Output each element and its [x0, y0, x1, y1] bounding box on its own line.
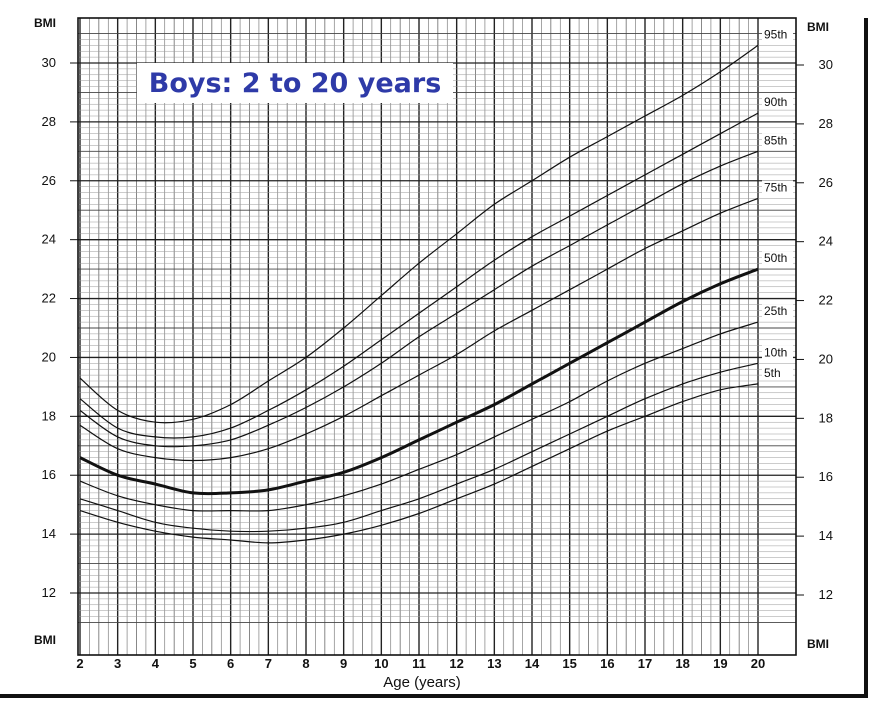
x-tick-label: 14 [525, 656, 540, 671]
y-tick-label-right: 14 [819, 528, 833, 543]
plot-border [77, 17, 797, 656]
y-tick-label-left: 18 [42, 408, 56, 423]
y-tick-label-right: 28 [819, 116, 833, 131]
series-label-5th: 5th [764, 366, 781, 380]
y-tick-label-right: 30 [819, 57, 833, 72]
x-tick-label: 6 [227, 656, 234, 671]
percentile-curves [79, 44, 759, 544]
frame-shadow-right [864, 18, 868, 698]
series-label-bg-85th [762, 133, 793, 148]
series-label-bg-5th [762, 365, 793, 380]
x-tick-label: 4 [152, 656, 160, 671]
series-line-90th [79, 112, 759, 439]
x-tick-label: 2 [76, 656, 83, 671]
grid [77, 17, 797, 656]
y-tick-label-left: 22 [42, 291, 56, 306]
series-label-bg-50th [762, 251, 793, 266]
y-tick-label-right: 16 [819, 469, 833, 484]
series-label-bg-95th [762, 27, 793, 42]
y-tick-label-right: 26 [819, 175, 833, 190]
chart-title: Boys: 2 to 20 years [137, 63, 453, 103]
x-tick-label: 15 [562, 656, 576, 671]
x-tick-label: 13 [487, 656, 501, 671]
x-tick-label: 18 [675, 656, 689, 671]
y-tick-label-right: 20 [819, 351, 833, 366]
x-tick-label: 12 [449, 656, 463, 671]
series-label-95th: 95th [764, 27, 787, 41]
y-axis-label-top-left: BMI [34, 16, 56, 30]
x-tick-label: 3 [114, 656, 121, 671]
x-tick-label: 9 [340, 656, 347, 671]
x-tick-label: 17 [638, 656, 652, 671]
y-tick-label-right: 18 [819, 410, 833, 425]
y-axis-label-top-right: BMI [807, 20, 829, 34]
x-axis-label: Age (years) [383, 674, 461, 691]
x-tick-label: 10 [374, 656, 388, 671]
series-line-50th [79, 267, 759, 496]
series-line-95th [79, 44, 759, 424]
series-label-75th: 75th [764, 180, 787, 194]
y-tick-label-left: 20 [42, 349, 56, 364]
y-tick-label-right: 24 [819, 234, 833, 249]
series-label-bg-10th [762, 345, 793, 360]
y-tick-label-right: 22 [819, 293, 833, 308]
y-tick-label-left: 28 [42, 114, 56, 129]
x-tick-label: 16 [600, 656, 614, 671]
series-line-5th [79, 383, 759, 544]
series-label-25th: 25th [764, 304, 787, 318]
series-label-bg-25th [762, 304, 793, 319]
x-tick-label: 7 [265, 656, 272, 671]
x-tick-label: 5 [189, 656, 196, 671]
y-tick-label-left: 14 [42, 526, 56, 541]
x-tick-label: 8 [302, 656, 309, 671]
series-label-bg-90th [762, 95, 793, 110]
y-tick-label-left: 12 [42, 585, 56, 600]
frame-shadow-bottom [0, 694, 868, 698]
y-tick-label-right: 12 [819, 587, 833, 602]
y-tick-label-left: 16 [42, 467, 56, 482]
y-tick-label-left: 26 [42, 173, 56, 188]
y-tick-label-left: 24 [42, 232, 56, 247]
series-label-85th: 85th [764, 133, 787, 147]
series-label-10th: 10th [764, 345, 787, 359]
series-label-bg-75th [762, 180, 793, 195]
series-label-50th: 50th [764, 251, 787, 265]
y-axis-label-bottom-right: BMI [807, 637, 829, 651]
y-tick-label-left: 30 [42, 55, 56, 70]
y-axis-label-bottom-left: BMI [34, 633, 56, 647]
x-tick-label: 11 [412, 656, 426, 671]
percentile-labels: 95th 90th 85th 75th 50th 25th 10th 5th [762, 27, 793, 380]
series-line-85th [79, 150, 759, 448]
x-tick-label: 19 [713, 656, 727, 671]
series-line-25th [79, 321, 759, 512]
series-line-10th [79, 362, 759, 533]
series-line-75th [79, 197, 759, 462]
x-tick-label: 20 [751, 656, 765, 671]
series-label-90th: 90th [764, 95, 787, 109]
